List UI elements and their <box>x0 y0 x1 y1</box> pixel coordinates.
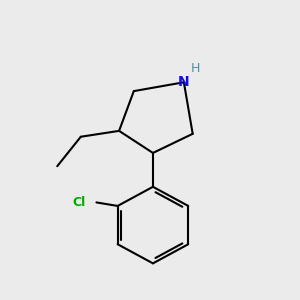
Text: H: H <box>190 61 200 75</box>
Text: Cl: Cl <box>73 196 86 209</box>
Text: N: N <box>178 75 190 89</box>
